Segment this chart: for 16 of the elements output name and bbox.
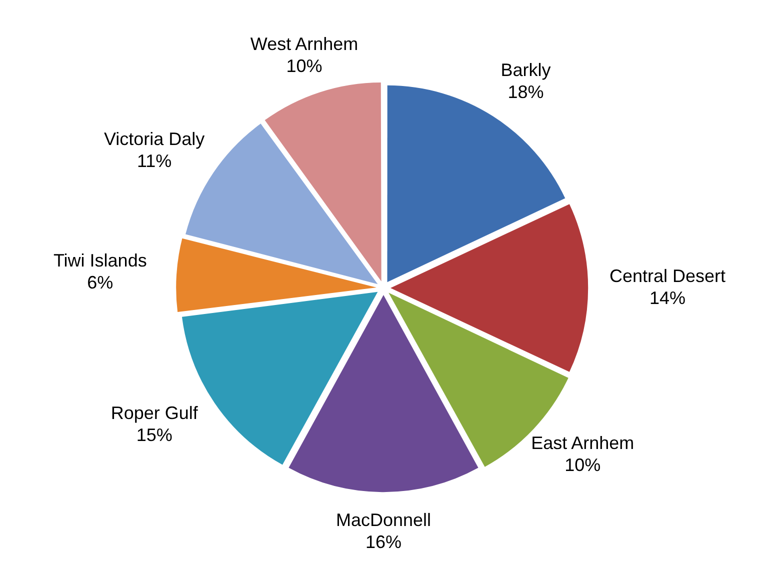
data-label: 11%: [136, 150, 172, 171]
slice-label: Roper Gulf: [110, 403, 199, 424]
data-label: 10%: [564, 455, 601, 475]
data-label: 14%: [649, 288, 686, 308]
slice-label: East Arnhem: [531, 433, 634, 453]
slice-label: Tiwi Islands: [53, 250, 147, 271]
slice-label: MacDonnell: [336, 510, 432, 530]
slice-label: Central Desert: [609, 266, 726, 286]
data-label: 6%: [87, 272, 114, 293]
slice-label: Victoria Daly: [104, 128, 205, 149]
data-label: 16%: [365, 532, 402, 552]
data-label: 15%: [136, 425, 172, 446]
data-label: 10%: [286, 56, 322, 76]
slice-label: Barkly: [500, 60, 551, 80]
data-label: 18%: [508, 82, 544, 102]
slice-label: West Arnhem: [250, 34, 358, 54]
